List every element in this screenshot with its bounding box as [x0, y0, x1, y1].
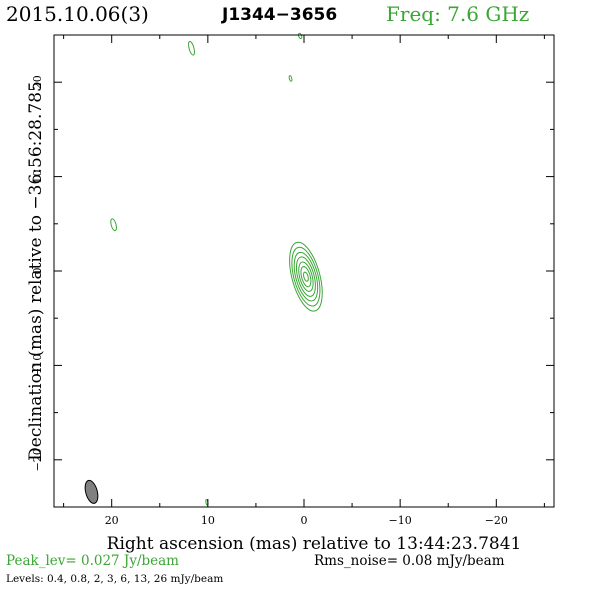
y-tick-label: 0 — [31, 268, 44, 275]
noise-contour — [288, 75, 293, 82]
core-contour — [293, 251, 319, 302]
contour-layer — [110, 32, 323, 506]
plot-frame — [53, 34, 555, 508]
noise-contour — [110, 218, 117, 232]
core-contour — [298, 261, 314, 292]
contour-levels: Levels: 0.4, 0.8, 2, 3, 6, 13, 26 mJy/be… — [6, 573, 224, 585]
noise-contour — [297, 32, 303, 40]
observing-frequency: Freq: 7.6 GHz — [386, 2, 530, 26]
x-tick-label: −10 — [389, 514, 412, 527]
core-contour — [300, 266, 312, 288]
y-tick-label: −10 — [31, 354, 44, 377]
observation-date: 2015.10.06(3) — [6, 2, 149, 26]
ticks-layer: 20 10 0 −10 −20 20 10 0 −10 −20 — [31, 34, 554, 527]
y-tick-label: −20 — [31, 448, 44, 471]
y-tick-label: 20 — [31, 75, 44, 89]
x-axis-label: Right ascension (mas) relative to 13:44:… — [107, 534, 522, 554]
x-tick-label: 0 — [301, 514, 308, 527]
peak-level: Peak_lev= 0.027 Jy/beam — [6, 553, 179, 569]
rms-noise: Rms_noise= 0.08 mJy/beam — [314, 553, 505, 569]
x-tick-label: 20 — [105, 514, 119, 527]
x-tick-label: 10 — [201, 514, 215, 527]
core-contour — [303, 271, 309, 282]
beam-layer — [84, 479, 99, 504]
beam-ellipse — [84, 479, 99, 504]
x-tick-label: −20 — [485, 514, 508, 527]
noise-contour — [188, 40, 195, 56]
core-contour — [291, 246, 321, 307]
y-tick-label: 10 — [31, 170, 44, 184]
core-contour — [295, 256, 316, 297]
core-contour — [289, 241, 323, 312]
y-axis-label: Declination (mas) relative to −36:56:28.… — [26, 81, 46, 461]
source-name: J1344−3656 — [222, 5, 338, 25]
